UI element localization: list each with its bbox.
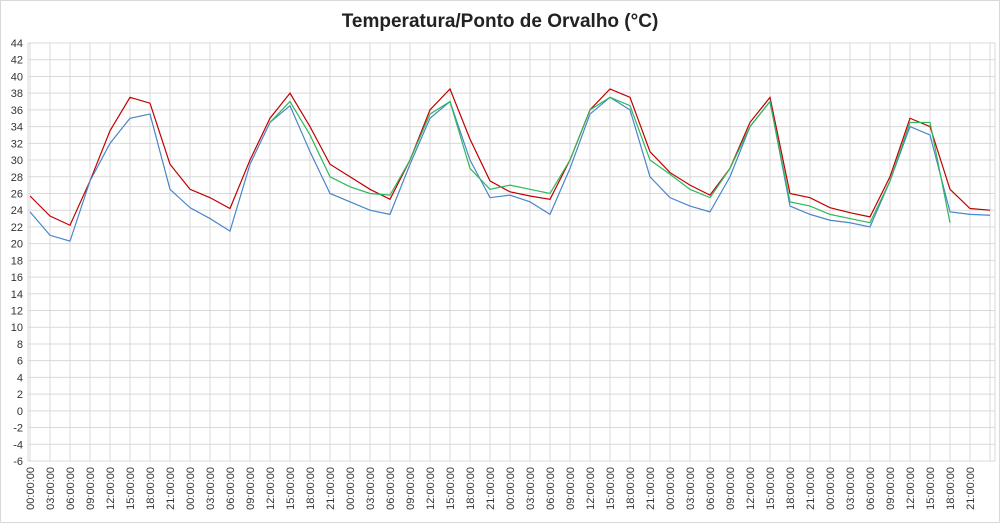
y-tick-label: 44 xyxy=(11,38,23,50)
x-tick-label: 21:00:00 xyxy=(165,467,177,510)
x-tick-label: 12:00:00 xyxy=(585,467,597,510)
y-tick-label: 38 xyxy=(11,88,23,100)
y-tick-label: 30 xyxy=(11,155,23,167)
x-tick-label: 18:00:00 xyxy=(625,467,637,510)
x-tick-label: 12:00:00 xyxy=(905,467,917,510)
x-tick-label: 03:00:00 xyxy=(845,467,857,510)
y-tick-label: 40 xyxy=(11,71,23,83)
x-tick-label: 00:00:00 xyxy=(185,467,197,510)
x-tick-label: 06:00:00 xyxy=(545,467,557,510)
x-tick-label: 06:00:00 xyxy=(385,467,397,510)
y-tick-label: 10 xyxy=(11,322,23,334)
x-tick-label: 18:00:00 xyxy=(305,467,317,510)
x-tick-label: 03:00:00 xyxy=(205,467,217,510)
x-tick-label: 03:00:00 xyxy=(685,467,697,510)
y-tick-label: 12 xyxy=(11,306,23,318)
x-tick-label: 15:00:00 xyxy=(285,467,297,510)
y-tick-label: 20 xyxy=(11,239,23,251)
x-tick-label: 03:00:00 xyxy=(365,467,377,510)
y-tick-label: -6 xyxy=(13,456,23,468)
y-tick-label: 16 xyxy=(11,272,23,284)
x-tick-label: 09:00:00 xyxy=(885,467,897,510)
x-tick-label: 15:00:00 xyxy=(765,467,777,510)
y-tick-label: 8 xyxy=(17,339,23,351)
x-tick-label: 03:00:00 xyxy=(45,467,57,510)
x-tick-label: 09:00:00 xyxy=(245,467,257,510)
y-tick-label: 26 xyxy=(11,188,23,200)
y-tick-label: -2 xyxy=(13,423,23,435)
x-tick-label: 18:00:00 xyxy=(945,467,957,510)
x-tick-label: 12:00:00 xyxy=(745,467,757,510)
x-tick-label: 21:00:00 xyxy=(485,467,497,510)
series-line xyxy=(269,96,951,224)
plot-border xyxy=(27,42,996,462)
y-tick-label: 34 xyxy=(11,122,23,134)
x-tick-label: 12:00:00 xyxy=(425,467,437,510)
x-tick-label: 18:00:00 xyxy=(785,467,797,510)
x-tick-label: 00:00:00 xyxy=(25,467,37,510)
series-line xyxy=(29,96,991,242)
x-tick-label: 00:00:00 xyxy=(345,467,357,510)
x-tick-label: 06:00:00 xyxy=(865,467,877,510)
x-tick-label: 21:00:00 xyxy=(645,467,657,510)
chart-title: Temperatura/Ponto de Orvalho (°C) xyxy=(342,11,659,32)
x-tick-label: 15:00:00 xyxy=(925,467,937,510)
x-tick-label: 15:00:00 xyxy=(125,467,137,510)
x-tick-label: 06:00:00 xyxy=(225,467,237,510)
y-tick-label: 32 xyxy=(11,138,23,150)
x-tick-label: 18:00:00 xyxy=(145,467,157,510)
y-tick-label: 18 xyxy=(11,255,23,267)
y-tick-label: 24 xyxy=(11,205,23,217)
x-tick-label: 12:00:00 xyxy=(265,467,277,510)
series-line xyxy=(29,87,991,227)
x-tick-label: 09:00:00 xyxy=(405,467,417,510)
x-tick-label: 06:00:00 xyxy=(65,467,77,510)
x-tick-label: 03:00:00 xyxy=(525,467,537,510)
x-tick-label: 09:00:00 xyxy=(85,467,97,510)
x-tick-label: 09:00:00 xyxy=(725,467,737,510)
x-tick-label: 21:00:00 xyxy=(325,467,337,510)
y-tick-label: 4 xyxy=(17,372,23,384)
x-tick-label: 21:00:00 xyxy=(805,467,817,510)
x-tick-label: 18:00:00 xyxy=(465,467,477,510)
x-tick-label: 00:00:00 xyxy=(825,467,837,510)
y-tick-label: 2 xyxy=(17,389,23,401)
y-tick-label: 14 xyxy=(11,289,23,301)
y-tick-label: 22 xyxy=(11,222,23,234)
y-tick-label: 28 xyxy=(11,172,23,184)
y-tick-label: 6 xyxy=(17,356,23,368)
y-tick-label: -4 xyxy=(13,439,23,451)
x-tick-label: 06:00:00 xyxy=(705,467,717,510)
x-tick-label: 21:00:00 xyxy=(965,467,977,510)
y-tick-label: 0 xyxy=(17,406,23,418)
y-tick-label: 36 xyxy=(11,105,23,117)
x-tick-label: 15:00:00 xyxy=(445,467,457,510)
x-tick-label: 15:00:00 xyxy=(605,467,617,510)
x-tick-label: 00:00:00 xyxy=(505,467,517,510)
x-tick-label: 09:00:00 xyxy=(565,467,577,510)
x-tick-label: 00:00:00 xyxy=(665,467,677,510)
x-tick-label: 12:00:00 xyxy=(105,467,117,510)
y-tick-label: 42 xyxy=(11,55,23,67)
